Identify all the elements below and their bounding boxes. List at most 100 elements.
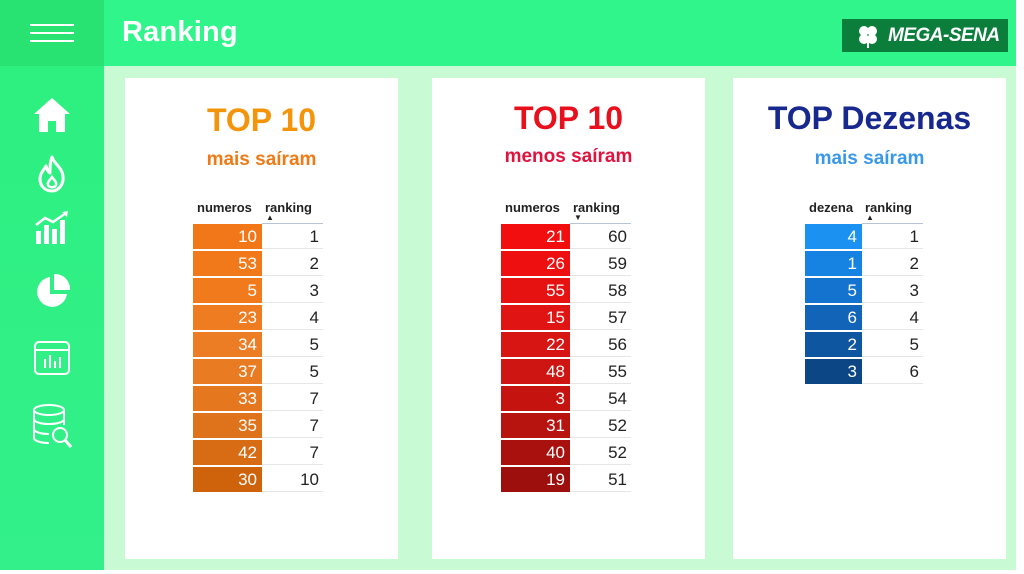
ranking-cell: 1 <box>862 224 923 249</box>
sort-descending-icon[interactable]: ▼ <box>574 213 582 222</box>
table-row[interactable]: 42 7 <box>193 440 323 467</box>
ranking-cell: 58 <box>570 278 631 303</box>
number-cell: 15 <box>501 305 570 330</box>
number-cell: 23 <box>193 305 262 330</box>
column-header-number[interactable]: numeros <box>505 200 560 215</box>
card-top-dezenas: TOP Dezenas mais saíram dezena ranking ▲ 4 1… <box>733 78 1006 559</box>
logo-text: MEGA-SENA <box>888 24 1000 46</box>
number-cell: 31 <box>501 413 570 438</box>
number-cell: 35 <box>193 413 262 438</box>
table-row[interactable]: 21 60 <box>501 224 631 251</box>
ranking-cell: 2 <box>262 251 323 276</box>
table-row[interactable]: 33 7 <box>193 386 323 413</box>
card-top10-most: TOP 10 mais saíram numeros ranking ▲ 10 1 53 2… <box>125 78 398 559</box>
number-cell: 5 <box>805 278 862 303</box>
card-title: TOP Dezenas <box>767 100 972 136</box>
number-cell: 5 <box>193 278 262 303</box>
table-row[interactable]: 19 51 <box>501 467 631 494</box>
card-top10-least: TOP 10 menos saíram numeros ranking ▼ 21 60 2… <box>432 78 705 559</box>
card-subtitle: mais saíram <box>206 149 317 170</box>
number-cell: 37 <box>193 359 262 384</box>
table-row[interactable]: 55 58 <box>501 278 631 305</box>
sidebar-item-home[interactable] <box>30 93 74 137</box>
column-header-number[interactable]: numeros <box>197 200 252 215</box>
number-cell: 48 <box>501 359 570 384</box>
header-divider <box>570 223 631 224</box>
number-cell: 55 <box>501 278 570 303</box>
ranking-table: dezena ranking ▲ 4 1 1 2 5 3 6 4 2 5 3 6 <box>805 200 923 400</box>
ranking-table: numeros ranking ▲ 10 1 53 2 5 3 23 4 34 5 37 5 33 7 35 7 42… <box>193 200 323 500</box>
ranking-cell: 5 <box>262 332 323 357</box>
table-row[interactable]: 31 52 <box>501 413 631 440</box>
number-cell: 30 <box>193 467 262 492</box>
table-row[interactable]: 30 10 <box>193 467 323 494</box>
table-row[interactable]: 48 55 <box>501 359 631 386</box>
number-cell: 3 <box>805 359 862 384</box>
pie-chart-icon <box>37 273 71 307</box>
ranking-cell: 55 <box>570 359 631 384</box>
sidebar-item-dashboard[interactable] <box>30 336 74 380</box>
card-subtitle: mais saíram <box>814 148 925 169</box>
sidebar-item-pie[interactable] <box>30 270 74 314</box>
table-row[interactable]: 34 5 <box>193 332 323 359</box>
database-search-icon <box>33 404 73 448</box>
number-cell: 26 <box>501 251 570 276</box>
number-cell: 22 <box>501 332 570 357</box>
table-row[interactable]: 37 5 <box>193 359 323 386</box>
table-row[interactable]: 53 2 <box>193 251 323 278</box>
number-cell: 2 <box>805 332 862 357</box>
ranking-cell: 52 <box>570 413 631 438</box>
ranking-cell: 10 <box>262 467 323 492</box>
clover-icon <box>859 25 877 48</box>
ranking-cell: 52 <box>570 440 631 465</box>
ranking-cell: 3 <box>262 278 323 303</box>
table-row[interactable]: 22 56 <box>501 332 631 359</box>
card-title: TOP 10 <box>206 102 317 138</box>
number-cell: 4 <box>805 224 862 249</box>
table-row[interactable]: 15 57 <box>501 305 631 332</box>
table-row[interactable]: 26 59 <box>501 251 631 278</box>
card-title: TOP 10 <box>513 100 624 136</box>
column-header-ranking[interactable]: ranking <box>865 200 912 215</box>
table-row[interactable]: 3 54 <box>501 386 631 413</box>
column-header-ranking[interactable]: ranking <box>265 200 312 215</box>
bar-chart-icon <box>35 211 68 244</box>
column-header-ranking[interactable]: ranking <box>573 200 620 215</box>
sidebar-item-data[interactable] <box>30 404 74 448</box>
number-cell: 40 <box>501 440 570 465</box>
number-cell: 53 <box>193 251 262 276</box>
column-header-number[interactable]: dezena <box>809 200 854 215</box>
sidebar-item-stats[interactable] <box>30 206 74 250</box>
ranking-cell: 3 <box>862 278 923 303</box>
ranking-cell: 7 <box>262 440 323 465</box>
header-bar: Ranking MEGA-SENA <box>104 0 1016 66</box>
menu-button[interactable] <box>0 0 104 66</box>
number-cell: 10 <box>193 224 262 249</box>
ranking-cell: 4 <box>862 305 923 330</box>
sort-ascending-icon[interactable]: ▲ <box>866 213 874 222</box>
page-title: Ranking <box>122 16 238 48</box>
ranking-cell: 51 <box>570 467 631 492</box>
ranking-cell: 7 <box>262 386 323 411</box>
table-row[interactable]: 40 52 <box>501 440 631 467</box>
sidebar <box>0 0 104 570</box>
sidebar-item-hot[interactable] <box>30 152 74 196</box>
number-cell: 1 <box>805 251 862 276</box>
sort-ascending-icon[interactable]: ▲ <box>266 213 274 222</box>
table-row[interactable]: 10 1 <box>193 224 323 251</box>
number-cell: 42 <box>193 440 262 465</box>
header-divider <box>862 223 923 224</box>
ranking-cell: 5 <box>262 359 323 384</box>
table-row[interactable]: 23 4 <box>193 305 323 332</box>
table-row[interactable]: 35 7 <box>193 413 323 440</box>
ranking-cell: 57 <box>570 305 631 330</box>
number-cell: 19 <box>501 467 570 492</box>
